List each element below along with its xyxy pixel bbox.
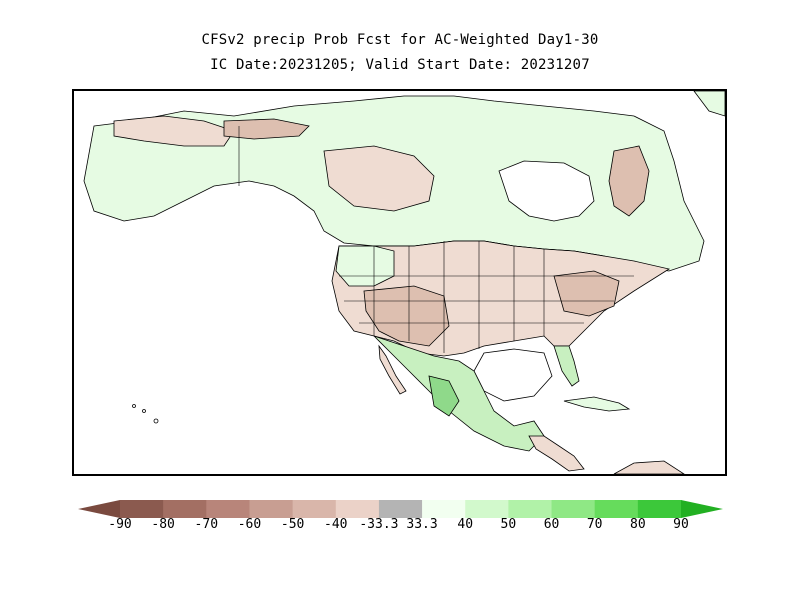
northeast-dry (553, 270, 620, 317)
map-title: CFSv2 precip Prob Fcst for AC-Weighted D… (201, 32, 599, 48)
colorbar-cell (335, 500, 380, 518)
dry-patch-north-canada (223, 118, 310, 140)
colorbar-left-arrow (78, 500, 120, 518)
colorbar-cell (465, 500, 509, 518)
colorbar-label: -70 (194, 517, 219, 532)
colorbar-label: 60 (543, 517, 560, 532)
colorbar-cell (551, 500, 596, 518)
colorbar-label: 50 (500, 517, 517, 532)
colorbar-label: -40 (324, 517, 348, 532)
colorbar-label: -90 (108, 517, 132, 532)
dry-patch-quebec (608, 145, 650, 217)
baja-california (378, 344, 407, 395)
dry-patch-central-canada (323, 145, 435, 212)
map-subtitle: IC Date:20231205; Valid Start Date: 2023… (210, 57, 590, 73)
colorbar-cell (163, 500, 207, 518)
colorbar-label: 90 (673, 517, 689, 532)
central-america (528, 435, 585, 472)
colorbar (78, 500, 723, 518)
colorbar-right-arrow (681, 500, 723, 518)
colorbar-label: 80 (630, 517, 646, 532)
colorbar-label: 70 (586, 517, 603, 532)
colorbar-cell (594, 500, 639, 518)
colorbar-labels: -90 -80 -70 -60 -50 -40 -33.3 33.3 40 50 60 70 80 90 (0, 517, 800, 535)
colorbar-label: 33.3 (406, 517, 438, 532)
colorbar-cell (508, 500, 553, 518)
colorbar-label: -60 (237, 517, 262, 532)
state-boundaries (339, 241, 634, 353)
hudson-bay (498, 160, 595, 222)
hawaii-island (153, 418, 159, 424)
south-america-edge (613, 460, 685, 474)
colorbar-label: -33.3 (359, 517, 399, 532)
colorbar-cell (637, 500, 682, 518)
forecast-map (72, 89, 727, 476)
us-canada-border (339, 240, 605, 257)
colorbar-cell (206, 500, 250, 518)
colorbar-label: 40 (457, 517, 474, 532)
hawaii-island (142, 409, 146, 413)
gulf-of-mexico (473, 348, 553, 402)
dry-patch-alaska (113, 115, 235, 147)
map-canvas (83, 91, 725, 474)
cuba (563, 396, 631, 412)
greenland-edge (693, 91, 725, 117)
colorbar-label: -80 (151, 517, 175, 532)
mexico-region (373, 335, 545, 452)
colorbar-cell (378, 500, 423, 518)
florida (553, 345, 580, 387)
hawaii-island (132, 404, 136, 408)
colorbar-cell (249, 500, 294, 518)
pacific-northwest-wet (335, 245, 395, 287)
colorbar-label: -50 (280, 517, 305, 532)
colorbar-cell (120, 500, 164, 518)
colorbar-cell (292, 500, 337, 518)
mexico-wet-core (428, 375, 460, 417)
colorbar-cell (422, 500, 466, 518)
